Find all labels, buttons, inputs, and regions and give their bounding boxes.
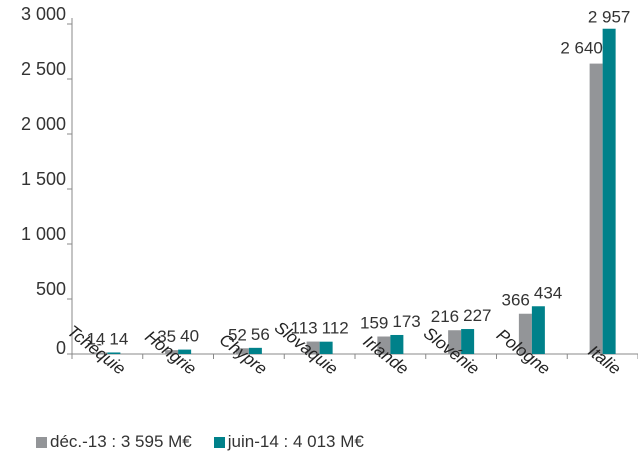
legend-item-dec13: déc.-13 : 3 595 M€ <box>36 432 192 452</box>
bar-juin14 <box>531 306 545 354</box>
data-label-dec13: 52 <box>228 325 247 344</box>
legend-label-dec13: déc.-13 : 3 595 M€ <box>50 432 192 451</box>
data-label-dec13: 366 <box>502 291 530 310</box>
y-tick-label: 1 000 <box>21 224 66 244</box>
legend-swatch-juin14 <box>213 436 225 448</box>
data-label-juin14: 2 957 <box>588 8 631 27</box>
legend-item-juin14: juin-14 : 4 013 M€ <box>213 432 364 452</box>
y-tick-label: 3 000 <box>21 4 66 24</box>
data-label-juin14: 112 <box>322 319 349 338</box>
bar-dec13 <box>518 313 532 354</box>
bar-juin14 <box>602 28 616 354</box>
data-label-juin14: 227 <box>463 306 491 325</box>
data-labels: 14 14 35 40 52 56 113 112 159 173 216 227 366 434 2 64… <box>86 8 630 349</box>
legend-swatch-dec13 <box>36 436 47 448</box>
chart-bars <box>94 28 616 354</box>
legend: déc.-13 : 3 595 M€ juin-14 : 4 013 M€ <box>36 432 386 452</box>
bar-dec13 <box>377 336 391 354</box>
bar-dec13 <box>165 350 179 354</box>
data-label-dec13: 14 <box>86 329 105 348</box>
data-label-dec13: 2 640 <box>560 39 603 58</box>
data-label-dec13: 216 <box>431 307 459 326</box>
y-tick-label: 500 <box>36 279 66 299</box>
data-label-juin14: 434 <box>534 283 562 302</box>
bar-juin14 <box>178 349 192 354</box>
bar-dec13 <box>589 63 603 354</box>
y-tick-label: 2 500 <box>21 59 66 79</box>
bar-juin14 <box>390 334 404 354</box>
data-label-dec13: 35 <box>157 327 176 346</box>
y-tick-label: 0 <box>56 338 66 358</box>
data-label-juin14: 173 <box>392 312 420 331</box>
bar-dec13 <box>448 330 462 354</box>
data-label-juin14: 40 <box>180 327 199 346</box>
legend-label-juin14: juin-14 : 4 013 M€ <box>227 432 364 451</box>
bar-dec13 <box>306 341 320 354</box>
y-tick-labels: 0 500 1 000 1 500 2 000 2 500 3 000 <box>21 4 66 358</box>
data-label-dec13: 113 <box>291 319 318 338</box>
bar-juin14 <box>319 341 333 354</box>
bar-dec13 <box>235 348 249 354</box>
chart-axes <box>67 18 638 359</box>
y-tick-label: 2 000 <box>21 114 66 134</box>
bar-juin14 <box>107 352 121 354</box>
bar-dec13 <box>94 352 108 354</box>
bar-juin14 <box>248 347 262 354</box>
bar-juin14 <box>461 329 475 354</box>
data-label-dec13: 159 <box>360 314 388 333</box>
data-label-juin14: 56 <box>251 325 270 344</box>
y-tick-label: 1 500 <box>21 169 66 189</box>
data-label-juin14: 14 <box>109 329 128 348</box>
